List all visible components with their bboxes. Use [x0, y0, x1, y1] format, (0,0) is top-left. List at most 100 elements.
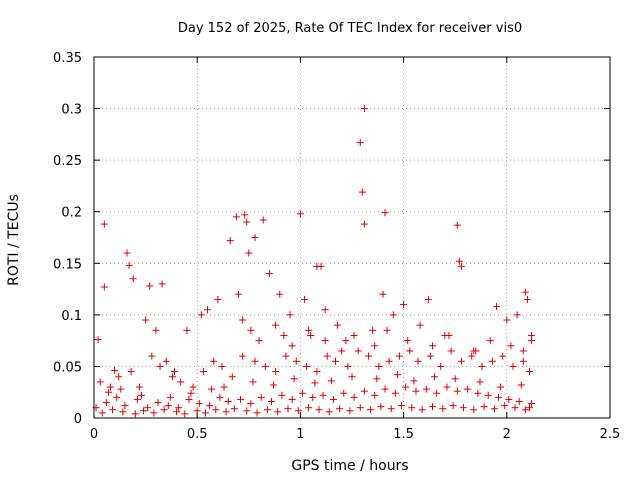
data-point — [344, 362, 352, 370]
data-point — [346, 407, 354, 415]
data-point — [247, 326, 255, 334]
y-tick-label: 0.35 — [53, 51, 82, 66]
data-point — [162, 357, 170, 365]
data-point — [321, 306, 329, 314]
data-point — [102, 399, 110, 407]
data-point — [331, 357, 339, 365]
data-point — [154, 399, 162, 407]
y-tick-label: 0.25 — [53, 154, 82, 169]
data-point — [187, 389, 195, 397]
data-point — [379, 290, 387, 298]
data-point — [201, 409, 209, 417]
data-point — [290, 375, 298, 383]
data-point — [348, 373, 356, 381]
data-point — [119, 408, 127, 416]
data-point — [230, 405, 238, 413]
data-point — [131, 410, 139, 418]
data-point — [327, 377, 335, 385]
data-point — [499, 352, 507, 360]
data-point — [160, 406, 168, 414]
data-point — [307, 331, 315, 339]
data-point — [528, 400, 536, 408]
data-point — [249, 378, 257, 386]
data-point — [234, 290, 242, 298]
data-point — [521, 406, 529, 414]
data-point — [185, 395, 193, 403]
y-tick-label: 0.2 — [61, 206, 82, 221]
data-point — [127, 368, 135, 376]
data-point — [144, 404, 152, 412]
data-point — [342, 337, 350, 345]
data-point — [216, 393, 224, 401]
data-point — [476, 378, 484, 386]
data-point — [360, 220, 368, 228]
data-point — [325, 408, 333, 416]
data-point — [181, 410, 189, 418]
data-point — [360, 105, 368, 113]
data-point — [439, 405, 447, 413]
data-point — [517, 381, 525, 389]
data-point — [148, 352, 156, 360]
data-point — [113, 393, 121, 401]
data-point — [206, 402, 214, 410]
x-axis-label: GPS time / hours — [291, 458, 408, 474]
data-point — [528, 331, 536, 339]
y-tick-label: 0.15 — [53, 257, 82, 272]
data-point — [369, 326, 377, 334]
data-point — [422, 385, 430, 393]
y-axis-label: ROTI / TECUs — [6, 194, 22, 286]
data-point — [395, 352, 403, 360]
x-tick-label: 0 — [90, 427, 98, 442]
y-tick-label: 0 — [74, 412, 82, 427]
data-point — [195, 400, 203, 408]
data-point — [478, 362, 486, 370]
data-point — [100, 220, 108, 228]
data-point — [117, 385, 125, 393]
data-points — [92, 105, 536, 418]
data-point — [137, 391, 145, 399]
data-point — [247, 400, 255, 408]
data-point — [455, 257, 463, 265]
data-point — [371, 342, 379, 350]
data-point — [197, 311, 205, 319]
data-point — [398, 402, 406, 410]
data-point — [204, 306, 212, 314]
data-point — [468, 352, 476, 360]
data-point — [303, 362, 311, 370]
x-tick-label: 2 — [503, 427, 511, 442]
data-point — [350, 393, 358, 401]
data-point — [109, 406, 117, 414]
data-point — [129, 275, 137, 283]
data-point — [222, 408, 230, 416]
data-point — [251, 357, 259, 365]
data-point — [488, 357, 496, 365]
data-point — [317, 262, 325, 270]
data-point — [360, 387, 368, 395]
data-point — [437, 362, 445, 370]
data-point — [371, 391, 379, 399]
data-point — [526, 368, 534, 376]
data-point — [226, 237, 234, 245]
data-point — [453, 387, 461, 395]
data-point — [214, 295, 222, 303]
data-point — [286, 311, 294, 319]
x-tick-label: 0.5 — [187, 427, 208, 442]
data-point — [193, 407, 201, 415]
data-point — [375, 362, 383, 370]
data-point — [123, 249, 131, 257]
data-point — [94, 336, 102, 344]
data-point — [424, 295, 432, 303]
data-point — [241, 211, 249, 219]
data-point — [168, 373, 176, 381]
data-point — [391, 389, 399, 397]
data-point — [175, 404, 183, 412]
data-point — [408, 404, 416, 412]
data-point — [490, 405, 498, 413]
data-point — [402, 383, 410, 391]
data-point — [133, 395, 141, 403]
data-point — [457, 357, 465, 365]
data-point — [140, 407, 148, 415]
data-point — [373, 375, 381, 383]
data-point — [261, 362, 269, 370]
